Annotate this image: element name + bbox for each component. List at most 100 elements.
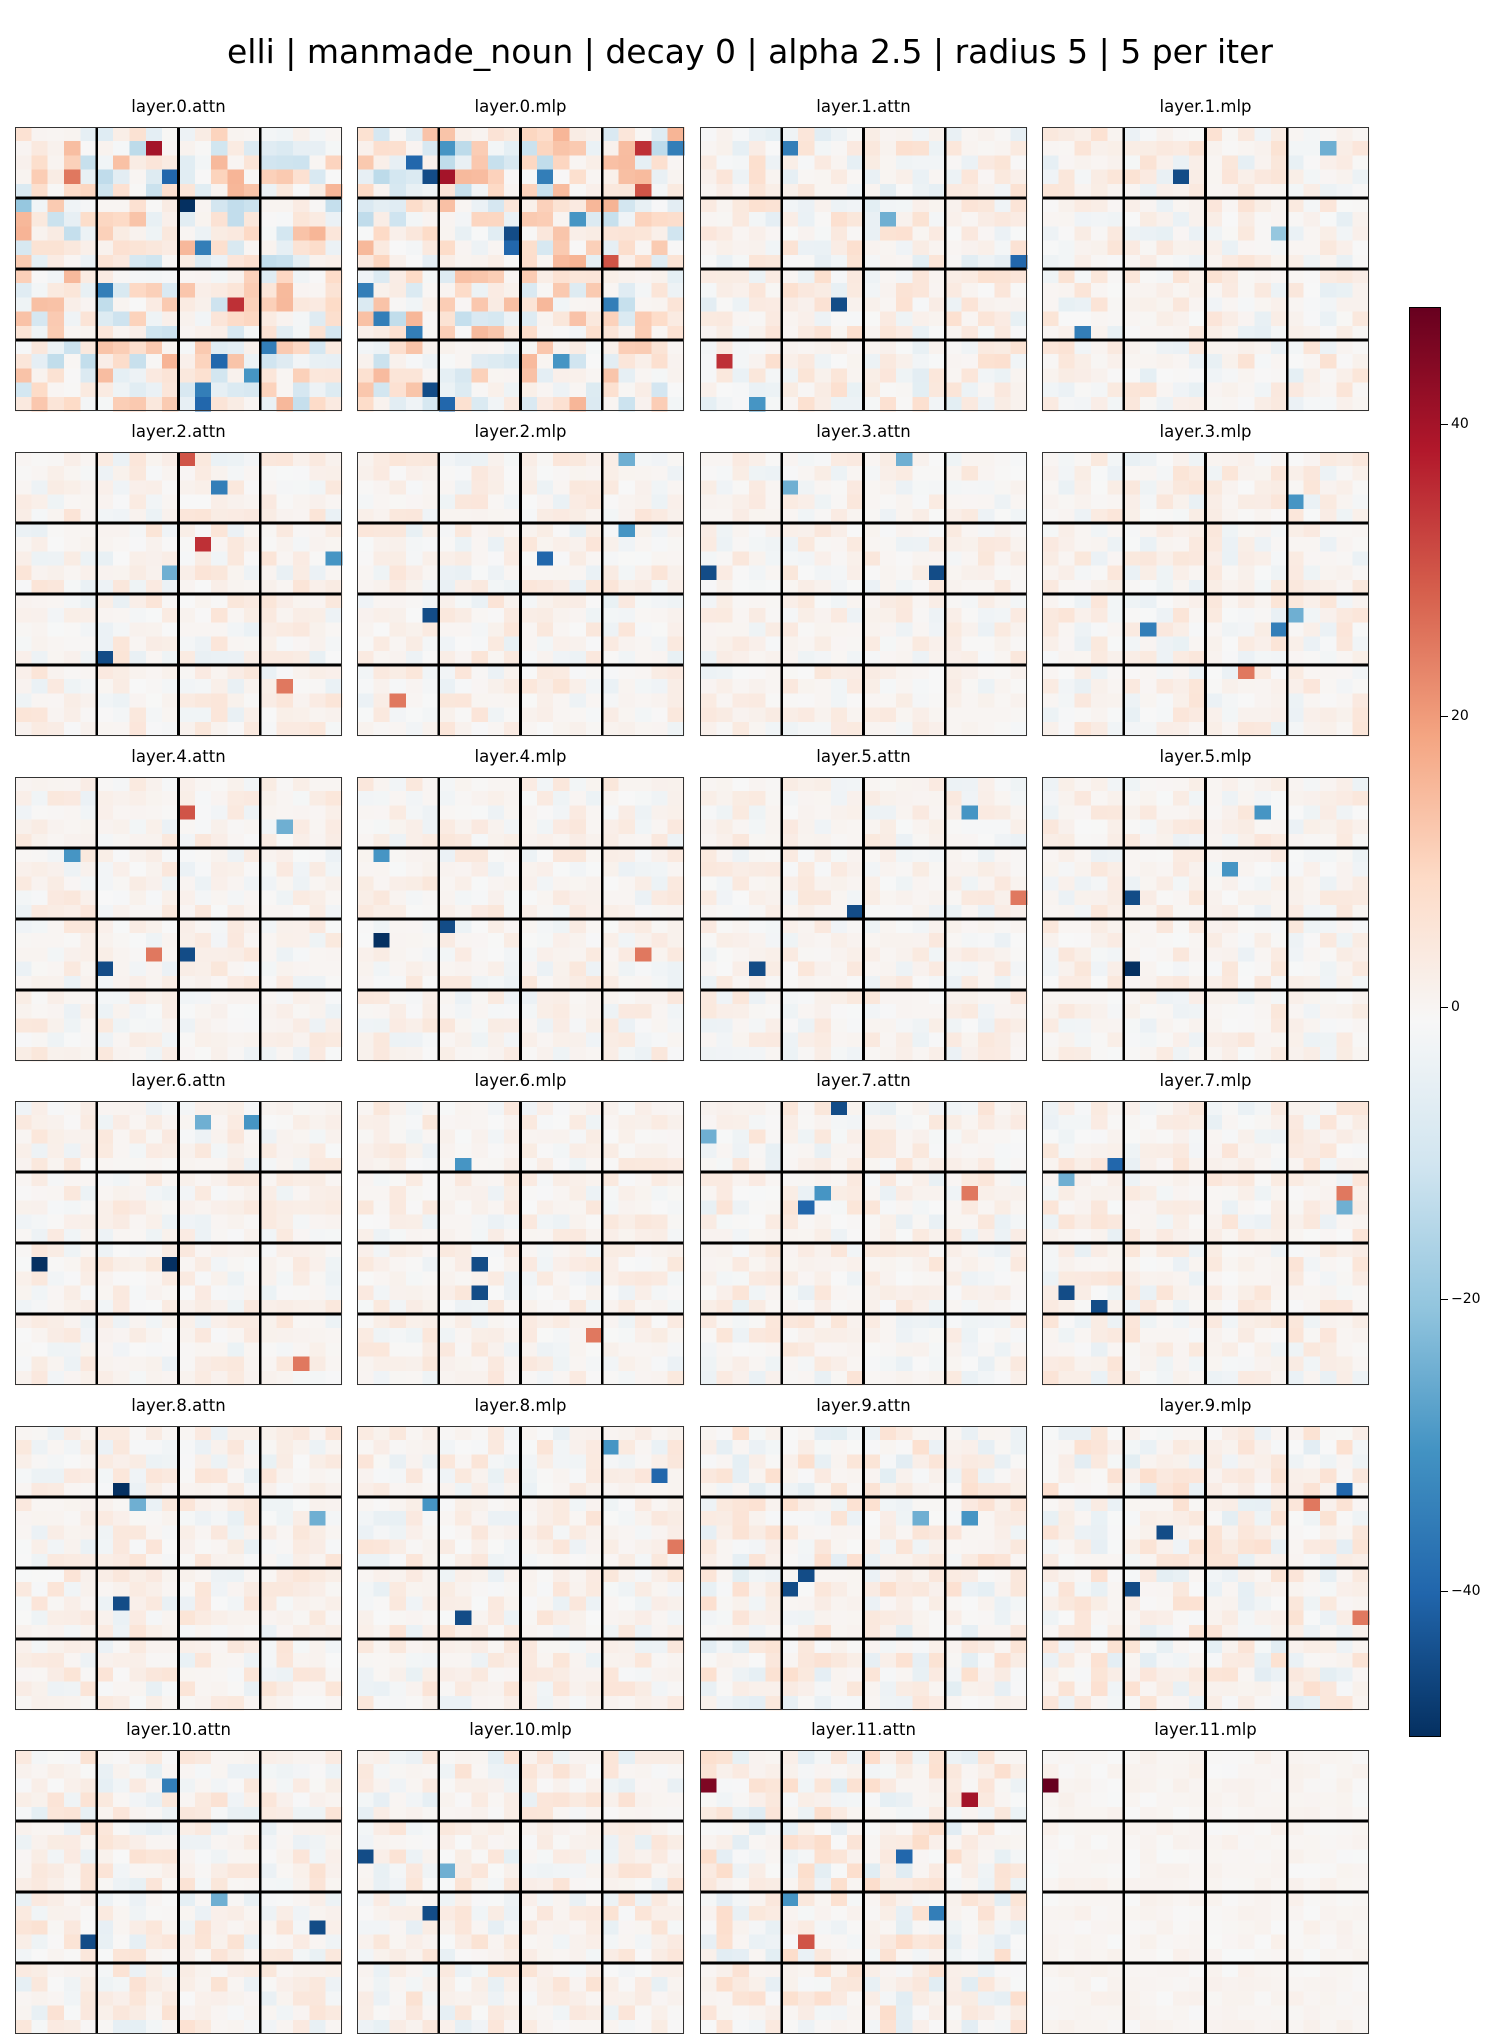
heatmap-cell xyxy=(1042,1004,1059,1019)
heatmap-cell xyxy=(733,891,750,906)
heatmap-cell xyxy=(129,933,146,948)
heatmap-cell xyxy=(373,594,390,609)
heatmap-cell xyxy=(1011,1047,1028,1062)
heatmap-cell xyxy=(962,269,979,284)
heatmap-cell xyxy=(913,141,930,156)
heatmap-cell xyxy=(471,452,488,467)
heatmap-cell xyxy=(749,708,766,723)
heatmap-cell xyxy=(798,283,815,298)
heatmap-cell xyxy=(195,608,212,623)
heatmap-cell xyxy=(1222,976,1239,991)
heatmap-cell xyxy=(847,537,864,552)
heatmap-cell xyxy=(1156,665,1173,680)
heatmap-panel: layer.5.attn xyxy=(700,777,1027,1061)
heatmap-cell xyxy=(586,312,603,327)
heatmap-cell xyxy=(293,820,310,835)
heatmap-cell xyxy=(1042,976,1059,991)
heatmap-cell xyxy=(277,383,294,398)
heatmap-cell xyxy=(373,354,390,369)
heatmap-cell xyxy=(326,693,343,708)
heatmap-cell xyxy=(129,495,146,510)
heatmap-cell xyxy=(1075,495,1092,510)
heatmap-cell xyxy=(1107,637,1124,652)
heatmap-cell xyxy=(439,805,456,820)
heatmap-cell xyxy=(1271,1018,1288,1033)
heatmap-cell xyxy=(570,594,587,609)
heatmap-cell xyxy=(733,594,750,609)
heatmap-cell xyxy=(80,1115,97,1130)
heatmap-cell xyxy=(749,791,766,806)
heatmap-cell xyxy=(521,1047,538,1062)
heatmap-cell xyxy=(847,834,864,849)
heatmap-cell xyxy=(504,805,521,820)
heatmap-cell xyxy=(162,255,179,270)
heatmap-cell xyxy=(1124,622,1141,637)
heatmap-cell xyxy=(1304,368,1321,383)
heatmap-cell xyxy=(896,905,913,920)
heatmap-cell xyxy=(962,848,979,863)
heatmap-cell xyxy=(586,919,603,934)
heatmap-cell xyxy=(244,566,261,581)
heatmap-cell xyxy=(1255,523,1272,538)
heatmap-cell xyxy=(1156,820,1173,835)
heatmap-cell xyxy=(228,537,245,552)
heatmap-cell xyxy=(814,1004,831,1019)
heatmap-cell xyxy=(994,551,1011,566)
heatmap-cell xyxy=(439,354,456,369)
heatmap-cell xyxy=(179,919,196,934)
heatmap-cell xyxy=(1058,1033,1075,1048)
heatmap-cell xyxy=(390,679,407,694)
heatmap-cell xyxy=(48,905,65,920)
heatmap-cell xyxy=(64,127,81,142)
heatmap-cell xyxy=(31,226,48,241)
heatmap-cell xyxy=(390,722,407,737)
heatmap-cell xyxy=(1124,170,1141,185)
heatmap-cell xyxy=(1124,495,1141,510)
heatmap-cell xyxy=(179,1047,196,1062)
heatmap-cell xyxy=(814,297,831,312)
heatmap-cell xyxy=(896,312,913,327)
heatmap-cell xyxy=(129,340,146,355)
heatmap-cell xyxy=(945,905,962,920)
heatmap-cell xyxy=(326,876,343,891)
heatmap-cell xyxy=(945,383,962,398)
heatmap-cell xyxy=(504,820,521,835)
heatmap-cell xyxy=(929,693,946,708)
heatmap-cell xyxy=(570,1004,587,1019)
heatmap-cell xyxy=(1336,297,1353,312)
heatmap-cell xyxy=(586,198,603,213)
heatmap-cell xyxy=(357,990,374,1005)
heatmap-cell xyxy=(1304,141,1321,156)
heatmap-cell xyxy=(994,594,1011,609)
heatmap-cell xyxy=(244,326,261,341)
heatmap-cell xyxy=(880,141,897,156)
heatmap-cell xyxy=(228,283,245,298)
heatmap-cell xyxy=(913,495,930,510)
heatmap-cell xyxy=(146,848,163,863)
heatmap-cell xyxy=(962,990,979,1005)
heatmap-cell xyxy=(880,312,897,327)
heatmap-cell xyxy=(814,834,831,849)
heatmap-cell xyxy=(1140,184,1157,199)
heatmap-cell xyxy=(406,255,423,270)
heatmap-cell xyxy=(15,269,32,284)
heatmap-cell xyxy=(31,466,48,481)
heatmap-cell xyxy=(733,693,750,708)
heatmap-cell xyxy=(211,862,228,877)
heatmap-cell xyxy=(651,354,668,369)
heatmap-cell xyxy=(228,155,245,170)
heatmap-cell xyxy=(1222,933,1239,948)
heatmap-cell xyxy=(390,990,407,1005)
heatmap-cell xyxy=(1222,622,1239,637)
heatmap-cell xyxy=(15,791,32,806)
heatmap-cell xyxy=(162,170,179,185)
heatmap-cell xyxy=(1124,665,1141,680)
heatmap-cell xyxy=(896,651,913,666)
heatmap-cell xyxy=(1156,708,1173,723)
heatmap-cell xyxy=(521,820,538,835)
heatmap-cell xyxy=(195,990,212,1005)
heatmap-cell xyxy=(179,383,196,398)
heatmap-cell xyxy=(129,891,146,906)
heatmap-cell xyxy=(733,791,750,806)
heatmap-cell xyxy=(1140,452,1157,467)
